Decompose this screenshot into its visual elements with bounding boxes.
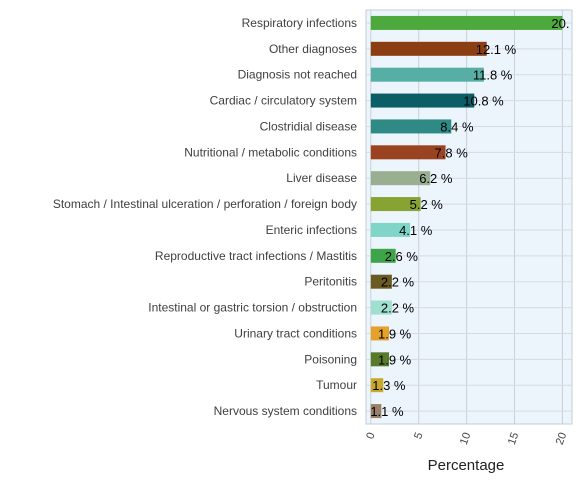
x-axis-title: Percentage [428, 457, 505, 474]
bar [370, 171, 431, 186]
value-label: 1.9 % [378, 326, 412, 341]
value-label: 2.2 % [381, 275, 415, 290]
category-label: Nutritional / metabolic conditions [184, 145, 357, 159]
category-label: Nervous system conditions [214, 404, 357, 418]
bar [370, 93, 475, 108]
bar [370, 119, 452, 134]
category-label: Tumour [316, 378, 357, 392]
category-label: Stomach / Intestinal ulceration / perfor… [53, 197, 357, 211]
category-label: Liver disease [286, 171, 357, 185]
category-label: Clostridial disease [260, 119, 358, 133]
bar [370, 15, 563, 30]
category-label: Intestinal or gastric torsion / obstruct… [148, 301, 357, 315]
value-label: 2.6 % [385, 249, 419, 264]
x-tick-label: 5 [412, 431, 425, 441]
value-label: 10.8 % [463, 94, 504, 109]
bars [370, 15, 563, 419]
bar [370, 378, 384, 393]
value-label: 11.8 % [473, 68, 513, 83]
x-axis-ticks: 0 5 10 15 20 [364, 431, 569, 447]
value-label: 1.9 % [378, 352, 412, 367]
bar [370, 300, 392, 315]
value-label: 8.4 % [440, 119, 474, 134]
bar [370, 197, 421, 212]
bar [370, 352, 389, 367]
bar [370, 145, 446, 160]
x-tick-label: 20 [554, 431, 569, 447]
value-label: 2.2 % [381, 301, 415, 316]
x-tick-label: 0 [364, 431, 377, 441]
category-label: Cardiac / circulatory system [210, 94, 357, 108]
category-label: Respiratory infections [242, 16, 357, 30]
bar [370, 404, 382, 419]
category-label: Urinary tract conditions [234, 326, 357, 340]
category-labels: Respiratory infections Other diagnoses Dia… [53, 16, 357, 418]
category-label: Peritonitis [304, 275, 357, 289]
category-label: Reproductive tract infections / Mastitis [155, 249, 357, 263]
value-label: 1.1 % [370, 404, 404, 419]
plot-border [365, 9, 573, 425]
value-label: 5.2 % [410, 197, 444, 212]
x-tick-label: 15 [506, 431, 521, 447]
bar [370, 222, 411, 237]
bar [370, 41, 487, 56]
bar [370, 274, 392, 289]
category-label: Other diagnoses [269, 42, 357, 56]
category-label: Poisoning [304, 352, 357, 366]
value-label: 1.3 % [372, 378, 406, 393]
x-tick-label: 10 [458, 431, 473, 447]
bar [370, 326, 389, 341]
value-label: 20. [551, 16, 569, 31]
bar [370, 248, 396, 263]
value-label: 4.1 % [399, 223, 433, 238]
value-label: 12.1 % [476, 42, 517, 57]
bar [370, 67, 484, 82]
value-label: 6.2 % [419, 171, 453, 186]
category-label: Diagnosis not reached [238, 68, 357, 82]
category-label: Enteric infections [266, 223, 357, 237]
value-labels: 20. 12.1 % 11.8 % 10.8 % 8.4 % 7.8 % 6.2 % 5.2 … [370, 16, 569, 419]
value-label: 7.8 % [435, 145, 469, 160]
